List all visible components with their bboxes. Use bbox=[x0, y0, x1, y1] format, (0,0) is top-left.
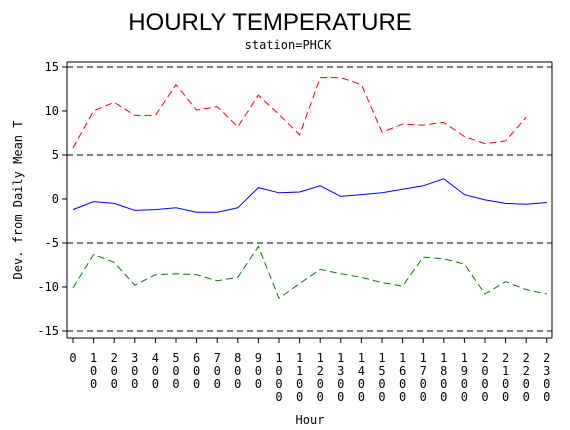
plot-frame bbox=[66, 61, 553, 339]
y-tick-label: 10 bbox=[45, 104, 59, 118]
chart-title: HOURLY TEMPERATURE bbox=[128, 9, 412, 36]
series-line bbox=[72, 178, 547, 213]
series-2 bbox=[72, 245, 547, 300]
x-tick-label: 0 bbox=[69, 351, 76, 365]
y-tick-label: -5 bbox=[45, 236, 59, 250]
y-axis: -15 -10 -5 0 5 10 15 bbox=[37, 60, 67, 338]
y-tick-label: 15 bbox=[45, 60, 59, 74]
y-tick-label: 0 bbox=[52, 192, 59, 206]
chart-subtitle: station=PHCK bbox=[245, 38, 332, 52]
x-axis-label: Hour bbox=[296, 413, 325, 427]
y-tick-label: -15 bbox=[37, 324, 59, 338]
series-layer bbox=[72, 77, 547, 300]
series-0 bbox=[72, 77, 527, 149]
reference-lines bbox=[67, 66, 552, 332]
series-line bbox=[72, 245, 547, 300]
series-line bbox=[72, 77, 527, 149]
series-1 bbox=[72, 178, 547, 213]
y-tick-label: -10 bbox=[37, 280, 59, 294]
y-axis-label: Dev. from Daily Mean T bbox=[11, 121, 25, 280]
y-tick-label: 5 bbox=[52, 148, 59, 162]
x-axis: 0 1 0 0 2 0 0 3 0 0 4 0 0 5 0 0 6 0 0 7 0 0 8 0 0 9 0 0 1 0 0 0 1 1 0 0 1 2 0 0… bbox=[69, 338, 550, 404]
